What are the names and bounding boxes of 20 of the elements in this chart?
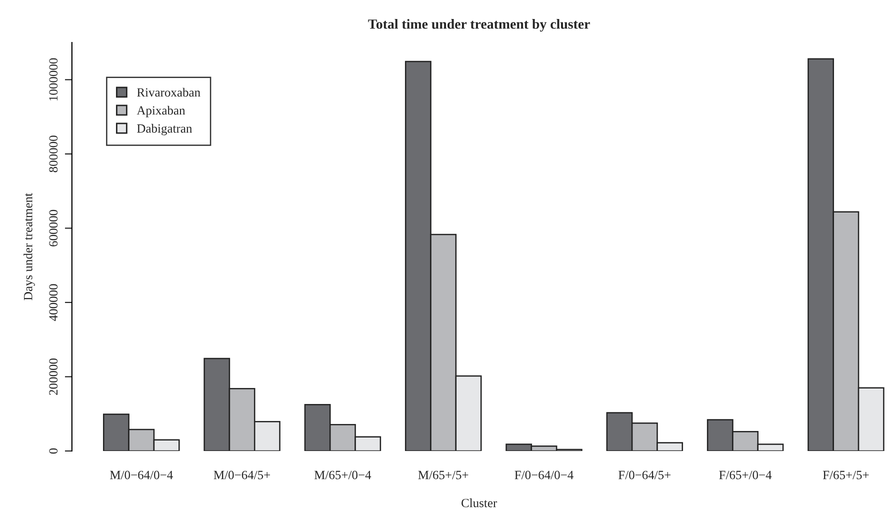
x-tick-label: F/0−64/0−4 bbox=[514, 470, 574, 480]
x-tick-label: F/65+/5+ bbox=[822, 470, 869, 480]
x-tick-label: M/0−64/0−4 bbox=[110, 470, 173, 480]
y-tick-label: 0 bbox=[49, 448, 58, 454]
x-tick-label: M/0−64/5+ bbox=[214, 470, 270, 480]
y-tick-label: 1000000 bbox=[49, 58, 58, 100]
y-axis-title: Days under treatment bbox=[24, 193, 35, 300]
x-tick-label: F/65+/0−4 bbox=[719, 470, 772, 480]
chart-title: Total time under treatment by cluster bbox=[368, 19, 590, 32]
y-tick-label: 800000 bbox=[49, 136, 58, 172]
y-tick-label: 400000 bbox=[49, 284, 58, 321]
x-axis-title: Cluster bbox=[462, 498, 498, 508]
legend-label: Apixaban bbox=[136, 106, 186, 118]
legend-label: Rivaroxaban bbox=[137, 88, 200, 97]
legend-label: Dabigatran bbox=[137, 124, 192, 136]
y-tick-label: 600000 bbox=[49, 210, 58, 246]
x-tick-label: M/65+/5+ bbox=[418, 470, 468, 480]
x-tick-label: M/65+/0−4 bbox=[314, 470, 372, 480]
y-tick-label: 200000 bbox=[49, 358, 58, 395]
x-tick-label: F/0−64/5+ bbox=[618, 470, 671, 480]
